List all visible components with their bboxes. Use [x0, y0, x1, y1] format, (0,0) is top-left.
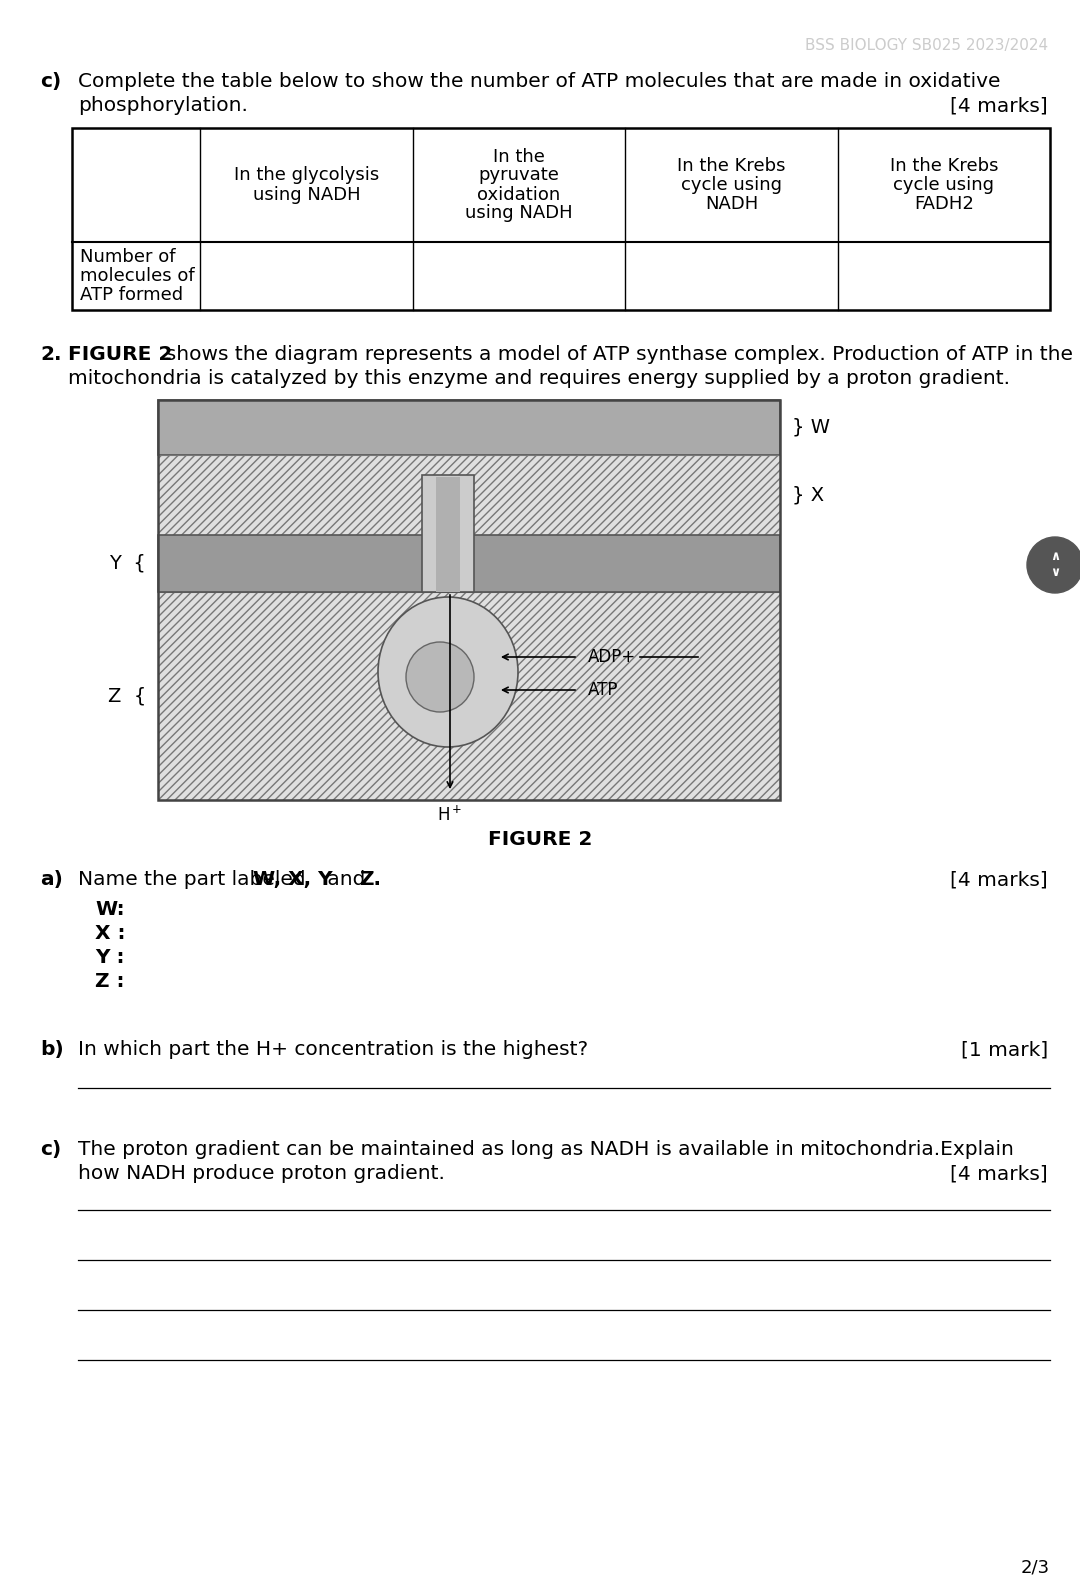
- Text: pyruvate: pyruvate: [478, 166, 559, 185]
- Text: FADH2: FADH2: [914, 195, 974, 214]
- Text: In which part the H+ concentration is the highest?: In which part the H+ concentration is th…: [78, 1039, 589, 1058]
- Text: shows the diagram represents a model of ATP synthase complex. Production of ATP : shows the diagram represents a model of …: [153, 345, 1074, 364]
- Bar: [436, 478, 460, 592]
- Bar: [158, 400, 780, 800]
- Text: [4 marks]: [4 marks]: [950, 870, 1048, 889]
- Text: [4 marks]: [4 marks]: [950, 1164, 1048, 1183]
- Text: ATP: ATP: [588, 680, 619, 699]
- Text: Z.: Z.: [359, 870, 381, 889]
- Text: phosphorylation.: phosphorylation.: [78, 97, 248, 115]
- Text: ∧: ∧: [1050, 551, 1061, 563]
- Text: Y  {: Y {: [109, 554, 146, 573]
- Text: 2/3: 2/3: [1021, 1558, 1050, 1576]
- Text: BSS BIOLOGY SB025 2023/2024: BSS BIOLOGY SB025 2023/2024: [805, 38, 1048, 54]
- Bar: [158, 592, 780, 800]
- Text: The proton gradient can be maintained as long as NADH is available in mitochondr: The proton gradient can be maintained as…: [78, 1141, 1014, 1160]
- Text: b): b): [40, 1039, 64, 1058]
- Text: Z  {: Z {: [108, 687, 146, 706]
- Text: [4 marks]: [4 marks]: [950, 97, 1048, 115]
- Text: Number of: Number of: [80, 248, 175, 266]
- Text: using NADH: using NADH: [253, 185, 361, 204]
- Text: FIGURE 2: FIGURE 2: [68, 345, 173, 364]
- Text: ATP formed: ATP formed: [80, 286, 184, 304]
- Text: NADH: NADH: [705, 195, 758, 214]
- Text: molecules of: molecules of: [80, 267, 194, 285]
- Text: oxidation: oxidation: [477, 185, 561, 204]
- Text: a): a): [40, 870, 63, 889]
- Text: cycle using: cycle using: [893, 176, 995, 195]
- Text: Complete the table below to show the number of ATP molecules that are made in ox: Complete the table below to show the num…: [78, 73, 1000, 92]
- Text: In the Krebs: In the Krebs: [677, 157, 785, 176]
- Bar: [422, 475, 474, 592]
- Text: cycle using: cycle using: [680, 176, 782, 195]
- Text: how NADH produce proton gradient.: how NADH produce proton gradient.: [78, 1164, 445, 1183]
- Bar: [158, 400, 780, 456]
- Text: FIGURE 2: FIGURE 2: [488, 831, 592, 850]
- Text: X :: X :: [95, 924, 125, 943]
- Text: } W: } W: [792, 418, 831, 437]
- Text: W, X, Y: W, X, Y: [253, 870, 333, 889]
- Text: c): c): [40, 1141, 62, 1160]
- Text: } X: } X: [792, 486, 824, 505]
- Ellipse shape: [378, 596, 518, 747]
- Text: In the glycolysis: In the glycolysis: [234, 166, 379, 185]
- Text: In the Krebs: In the Krebs: [890, 157, 998, 176]
- Text: using NADH: using NADH: [465, 204, 572, 223]
- Text: c): c): [40, 73, 62, 92]
- Text: In the: In the: [494, 147, 545, 166]
- Bar: [158, 456, 780, 535]
- Text: [1 mark]: [1 mark]: [961, 1039, 1048, 1058]
- Text: and: and: [321, 870, 372, 889]
- Text: ∨: ∨: [1050, 566, 1061, 579]
- Circle shape: [1027, 536, 1080, 593]
- Text: H$^+$: H$^+$: [437, 805, 462, 824]
- Text: mitochondria is catalyzed by this enzyme and requires energy supplied by a proto: mitochondria is catalyzed by this enzyme…: [68, 369, 1010, 388]
- Text: ADP+: ADP+: [588, 649, 636, 666]
- Bar: [158, 535, 780, 592]
- Text: Name the part labeled: Name the part labeled: [78, 870, 312, 889]
- Text: Y :: Y :: [95, 948, 124, 967]
- Ellipse shape: [406, 642, 474, 712]
- Text: 2.: 2.: [40, 345, 62, 364]
- Text: W:: W:: [95, 900, 124, 919]
- Text: Z :: Z :: [95, 971, 124, 990]
- Bar: [72, 128, 1050, 310]
